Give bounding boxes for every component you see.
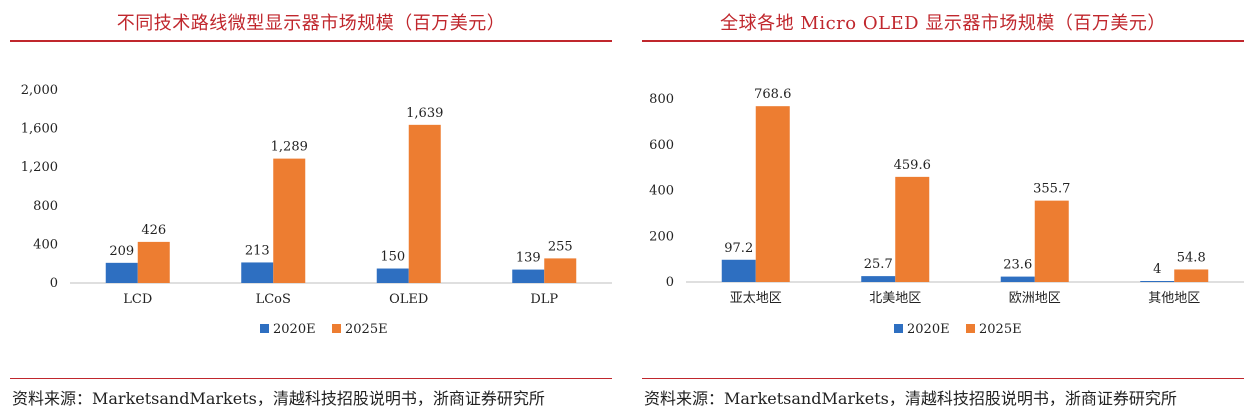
left-chart-title: 不同技术路线微型显示器市场规模（百万美元） bbox=[116, 13, 506, 34]
right-legend-swatch-2025e bbox=[966, 324, 975, 333]
right-bar-2025e bbox=[895, 176, 930, 282]
right-bar-2020e bbox=[721, 259, 756, 282]
right-data-label: 459.6 bbox=[894, 158, 931, 173]
left-category-label: OLED bbox=[389, 292, 428, 307]
right-chart-panel: 全球各地 Micro OLED 显示器市场规模（百万美元） 0 200 400 600… bbox=[642, 0, 1244, 412]
right-category-label: 其他地区 bbox=[1148, 291, 1200, 306]
left-bar-2020e bbox=[512, 269, 545, 283]
right-bar-chart: 0 200 400 600 800 97.2 768.6 亚太地区 25.7 459.6 北美地区 2… bbox=[649, 87, 1244, 337]
left-data-label: 255 bbox=[548, 239, 573, 254]
right-data-label: 25.7 bbox=[864, 257, 893, 272]
right-category-label: 北美地区 bbox=[869, 291, 921, 306]
left-data-label: 1,639 bbox=[406, 106, 443, 121]
left-legend-swatch-2020e bbox=[260, 324, 269, 333]
right-category-label: 欧洲地区 bbox=[1009, 291, 1061, 306]
left-data-label: 1,289 bbox=[271, 140, 308, 155]
left-bar-chart: 0 400 800 1,200 1,600 2,000 209 426 LCD 213 1,289 L… bbox=[21, 83, 612, 337]
left-data-label: 213 bbox=[245, 243, 270, 258]
left-category-label: DLP bbox=[530, 292, 558, 307]
left-data-label: 209 bbox=[109, 244, 134, 259]
left-chart-panel: 不同技术路线微型显示器市场规模（百万美元） 0 400 800 1,200 1,600 2… bbox=[10, 0, 612, 412]
left-bar-2020e bbox=[376, 268, 409, 283]
left-legend-label: 2025E bbox=[345, 322, 388, 337]
left-source-note: 资料来源：MarketsandMarkets，清越科技招股说明书，浙商证券研究所 bbox=[12, 389, 545, 408]
right-ytick-label: 400 bbox=[649, 184, 674, 199]
left-ytick-label: 800 bbox=[33, 199, 58, 214]
left-source-rule bbox=[10, 378, 612, 379]
left-data-label: 426 bbox=[141, 223, 166, 238]
right-legend-swatch-2020e bbox=[894, 324, 903, 333]
right-data-label: 54.8 bbox=[1177, 250, 1206, 265]
left-category-label: LCD bbox=[123, 292, 152, 307]
left-data-label: 150 bbox=[380, 250, 405, 265]
left-legend-swatch-2025e bbox=[332, 324, 341, 333]
left-bar-2025e bbox=[408, 124, 441, 283]
right-data-label: 23.6 bbox=[1003, 258, 1032, 273]
right-category-label: 亚太地区 bbox=[730, 291, 782, 306]
right-data-label: 355.7 bbox=[1033, 182, 1070, 197]
left-title-rule bbox=[10, 40, 612, 42]
left-bar-2025e bbox=[273, 158, 306, 283]
right-ytick-label: 600 bbox=[649, 138, 674, 153]
left-ytick-label: 0 bbox=[50, 276, 58, 291]
right-data-label: 768.6 bbox=[754, 87, 791, 102]
right-bar-2025e bbox=[1174, 269, 1209, 282]
right-legend-label: 2020E bbox=[907, 322, 950, 337]
left-bar-2025e bbox=[544, 258, 577, 283]
right-ytick-label: 800 bbox=[649, 92, 674, 107]
right-ytick-label: 0 bbox=[666, 275, 674, 290]
left-ytick-label: 2,000 bbox=[21, 83, 58, 98]
right-title-rule bbox=[642, 40, 1244, 42]
right-data-label: 4 bbox=[1153, 262, 1161, 277]
right-bar-2020e bbox=[1000, 276, 1035, 282]
right-source-note: 资料来源：MarketsandMarkets，清越科技招股说明书，浙商证券研究所 bbox=[644, 389, 1177, 408]
left-legend-label: 2020E bbox=[273, 322, 316, 337]
right-bar-2020e bbox=[861, 276, 896, 282]
left-data-label: 139 bbox=[516, 251, 541, 266]
right-source-rule bbox=[642, 378, 1244, 379]
right-bar-2025e bbox=[755, 106, 790, 282]
right-legend-label: 2025E bbox=[979, 322, 1022, 337]
right-bar-2025e bbox=[1034, 200, 1069, 282]
left-bar-2020e bbox=[241, 262, 274, 283]
right-chart-title: 全球各地 Micro OLED 显示器市场规模（百万美元） bbox=[720, 13, 1166, 34]
left-ytick-label: 1,200 bbox=[21, 160, 58, 175]
left-ytick-label: 400 bbox=[33, 237, 58, 252]
right-ytick-label: 200 bbox=[649, 229, 674, 244]
left-ytick-label: 1,600 bbox=[21, 122, 58, 137]
right-bar-2020e bbox=[1140, 281, 1175, 282]
left-category-label: LCoS bbox=[256, 292, 291, 307]
right-data-label: 97.2 bbox=[724, 241, 753, 256]
left-bar-2025e bbox=[137, 241, 170, 283]
left-bar-2020e bbox=[105, 262, 138, 283]
